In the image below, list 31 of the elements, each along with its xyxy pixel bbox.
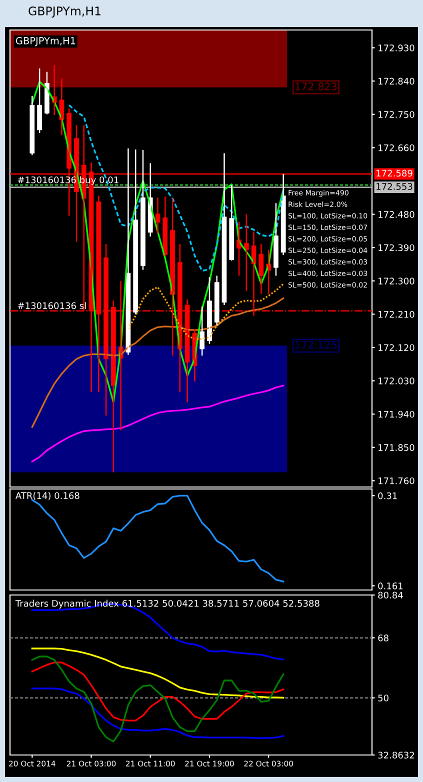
y-tick-label: 172.300 xyxy=(378,278,414,284)
line-series xyxy=(31,648,284,699)
ref-line-label: 172.589 xyxy=(376,170,412,177)
y-tick-label: 172.210 xyxy=(378,310,414,318)
y-tick-label: 172.660 xyxy=(378,144,414,152)
y-tick-label: 172.120 xyxy=(378,344,414,352)
y-tick-label: 172.840 xyxy=(378,78,414,85)
line-series xyxy=(31,656,284,742)
text: GBPJPYm,H1 xyxy=(16,37,76,46)
ref-line-label: 172.553 xyxy=(376,183,412,190)
y-tick-label: 68 xyxy=(378,634,388,642)
band-label: 172.823 xyxy=(296,82,337,90)
y-tick-label: 171.850 xyxy=(378,444,414,451)
y-tick-label: 50 xyxy=(378,694,388,702)
y-tick-label: 172.930 xyxy=(378,44,414,52)
y-tick-label: 172.030 xyxy=(378,378,414,384)
line-series xyxy=(31,384,284,462)
line-series xyxy=(31,662,284,722)
y-tick-label: 80.84 xyxy=(378,592,403,599)
band-label: 172.125 xyxy=(296,340,337,349)
chart-title: GBPJPYm,H1 xyxy=(28,6,100,18)
y-tick-label: 172.390 xyxy=(378,244,414,252)
y-tick-label: 172.750 xyxy=(378,111,414,118)
y-tick-label: 0.161 xyxy=(378,582,403,590)
line-series xyxy=(31,688,284,740)
y-tick-label: 171.760 xyxy=(378,477,414,484)
y-tick-label: 172.480 xyxy=(378,211,414,218)
chart-title: ATR(14) 0.168 xyxy=(16,492,80,500)
y-tick-label: 0.31 xyxy=(378,492,397,500)
y-tick-label: 32.8632 xyxy=(378,752,414,759)
y-tick-label: 171.940 xyxy=(378,410,414,418)
